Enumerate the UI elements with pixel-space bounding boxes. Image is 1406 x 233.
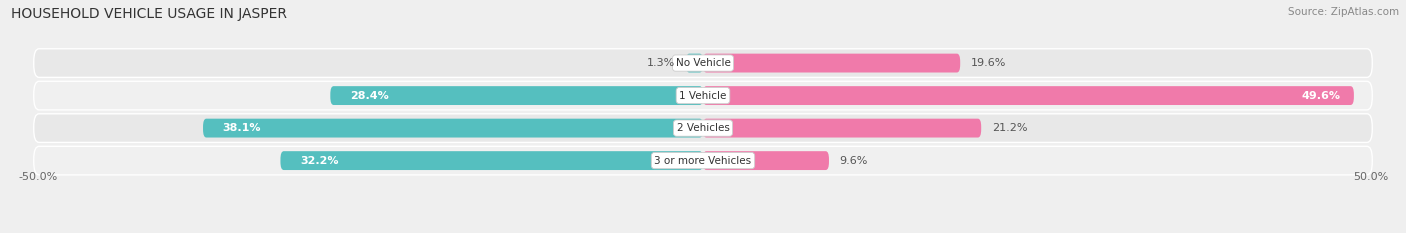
Text: -50.0%: -50.0% [18,172,58,182]
Text: 9.6%: 9.6% [839,156,868,166]
Text: 28.4%: 28.4% [350,91,388,101]
Text: 19.6%: 19.6% [970,58,1007,68]
FancyBboxPatch shape [703,54,960,72]
Text: 50.0%: 50.0% [1353,172,1388,182]
Text: 21.2%: 21.2% [991,123,1028,133]
Text: 1 Vehicle: 1 Vehicle [679,91,727,101]
Text: 3 or more Vehicles: 3 or more Vehicles [654,156,752,166]
Text: 38.1%: 38.1% [222,123,262,133]
Text: HOUSEHOLD VEHICLE USAGE IN JASPER: HOUSEHOLD VEHICLE USAGE IN JASPER [11,7,287,21]
Text: 1.3%: 1.3% [647,58,675,68]
FancyBboxPatch shape [330,86,703,105]
FancyBboxPatch shape [34,81,1372,110]
Text: Source: ZipAtlas.com: Source: ZipAtlas.com [1288,7,1399,17]
FancyBboxPatch shape [34,49,1372,77]
FancyBboxPatch shape [703,119,981,137]
Text: 32.2%: 32.2% [299,156,339,166]
Text: No Vehicle: No Vehicle [675,58,731,68]
FancyBboxPatch shape [703,151,830,170]
Text: 49.6%: 49.6% [1302,91,1341,101]
FancyBboxPatch shape [34,146,1372,175]
Text: 2 Vehicles: 2 Vehicles [676,123,730,133]
FancyBboxPatch shape [280,151,703,170]
FancyBboxPatch shape [703,86,1354,105]
FancyBboxPatch shape [202,119,703,137]
FancyBboxPatch shape [686,54,703,72]
FancyBboxPatch shape [34,114,1372,142]
